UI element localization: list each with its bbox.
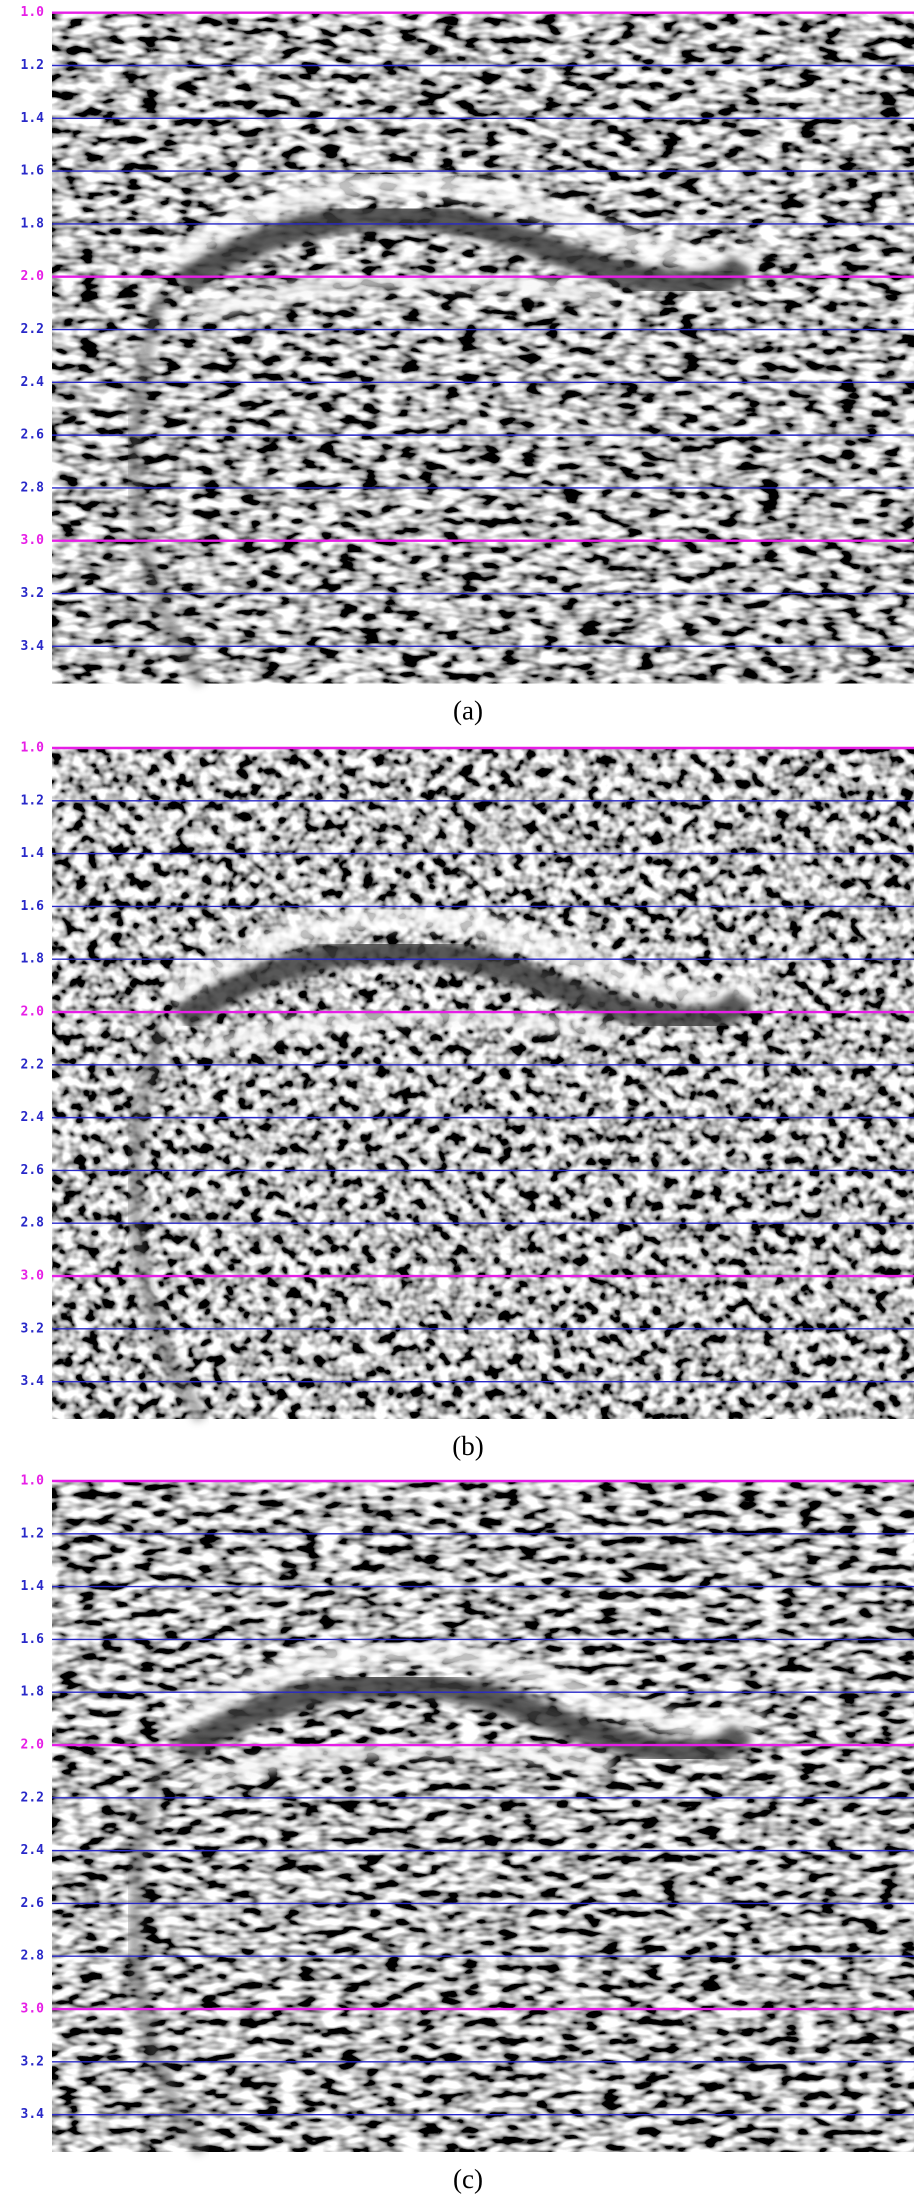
y-tick-label: 2.8 xyxy=(21,480,45,495)
y-tick-label: 1.8 xyxy=(21,1685,45,1700)
y-tick-label: 1.6 xyxy=(21,164,45,179)
y-tick-label: 1.4 xyxy=(21,846,45,861)
salt-base xyxy=(188,1738,614,1795)
diffraction-flank xyxy=(127,290,208,688)
panel-caption: (b) xyxy=(452,1431,483,1461)
y-tick-label: 1.8 xyxy=(21,216,45,231)
y-tick-label: 1.8 xyxy=(21,952,45,967)
y-tick-label: 2.2 xyxy=(21,1790,44,1805)
y-tick-label: 2.4 xyxy=(21,375,45,390)
salt-top xyxy=(164,905,764,1010)
salt-body xyxy=(174,937,754,1033)
diffraction-flank xyxy=(127,1759,208,2156)
y-tick-label: 3.0 xyxy=(21,2002,45,2017)
y-tick-label: 3.0 xyxy=(21,1269,45,1284)
y-tick-label: 2.4 xyxy=(21,1110,45,1125)
salt-body xyxy=(174,202,754,297)
y-tick-label: 3.4 xyxy=(21,2107,45,2122)
y-tick-label: 3.2 xyxy=(21,1321,44,1336)
y-tick-label: 2.0 xyxy=(21,1005,45,1020)
y-tick-label: 2.6 xyxy=(21,428,45,443)
diffraction-flank xyxy=(127,1026,208,1423)
panel-caption: (c) xyxy=(453,2164,483,2194)
seismic-image xyxy=(52,12,914,684)
seismic-panel xyxy=(52,748,914,1423)
y-tick-label: 2.8 xyxy=(21,1216,45,1231)
y-tick-label: 1.6 xyxy=(21,1632,45,1647)
y-tick-label: 1.2 xyxy=(21,1526,44,1541)
y-tick-label: 1.6 xyxy=(21,899,45,914)
y-tick-label: 1.2 xyxy=(21,58,44,73)
y-tick-label: 2.2 xyxy=(21,1057,44,1072)
y-tick-label: 2.2 xyxy=(21,322,44,337)
panel-caption: (a) xyxy=(453,696,483,726)
y-tick-label: 2.6 xyxy=(21,1896,45,1911)
y-tick-label: 3.2 xyxy=(21,586,44,601)
salt-base xyxy=(188,270,614,327)
salt-body xyxy=(174,1670,754,1766)
y-tick-label: 2.6 xyxy=(21,1163,45,1178)
y-tick-label: 3.2 xyxy=(21,2054,44,2069)
y-tick-label: 2.4 xyxy=(21,1843,45,1858)
y-tick-label: 1.4 xyxy=(21,111,45,126)
salt-base xyxy=(188,1005,614,1062)
y-tick-label: 1.2 xyxy=(21,793,44,808)
seismic-panel xyxy=(52,12,914,688)
y-tick-label: 2.0 xyxy=(21,1738,45,1753)
y-tick-label: 3.4 xyxy=(21,1374,45,1389)
y-tick-label: 1.0 xyxy=(21,741,45,756)
y-tick-label: 2.0 xyxy=(21,269,45,284)
y-tick-label: 2.8 xyxy=(21,1949,45,1964)
y-tick-label: 3.4 xyxy=(21,639,45,654)
y-tick-label: 1.0 xyxy=(21,5,45,20)
seismic-panel xyxy=(52,1481,914,2156)
seismic-image xyxy=(52,1481,914,2152)
salt-top xyxy=(164,170,764,275)
seismic-image xyxy=(52,748,914,1419)
y-tick-label: 3.0 xyxy=(21,533,45,548)
y-tick-label: 1.0 xyxy=(21,1474,45,1489)
y-tick-label: 1.4 xyxy=(21,1579,45,1594)
salt-top xyxy=(164,1638,764,1743)
